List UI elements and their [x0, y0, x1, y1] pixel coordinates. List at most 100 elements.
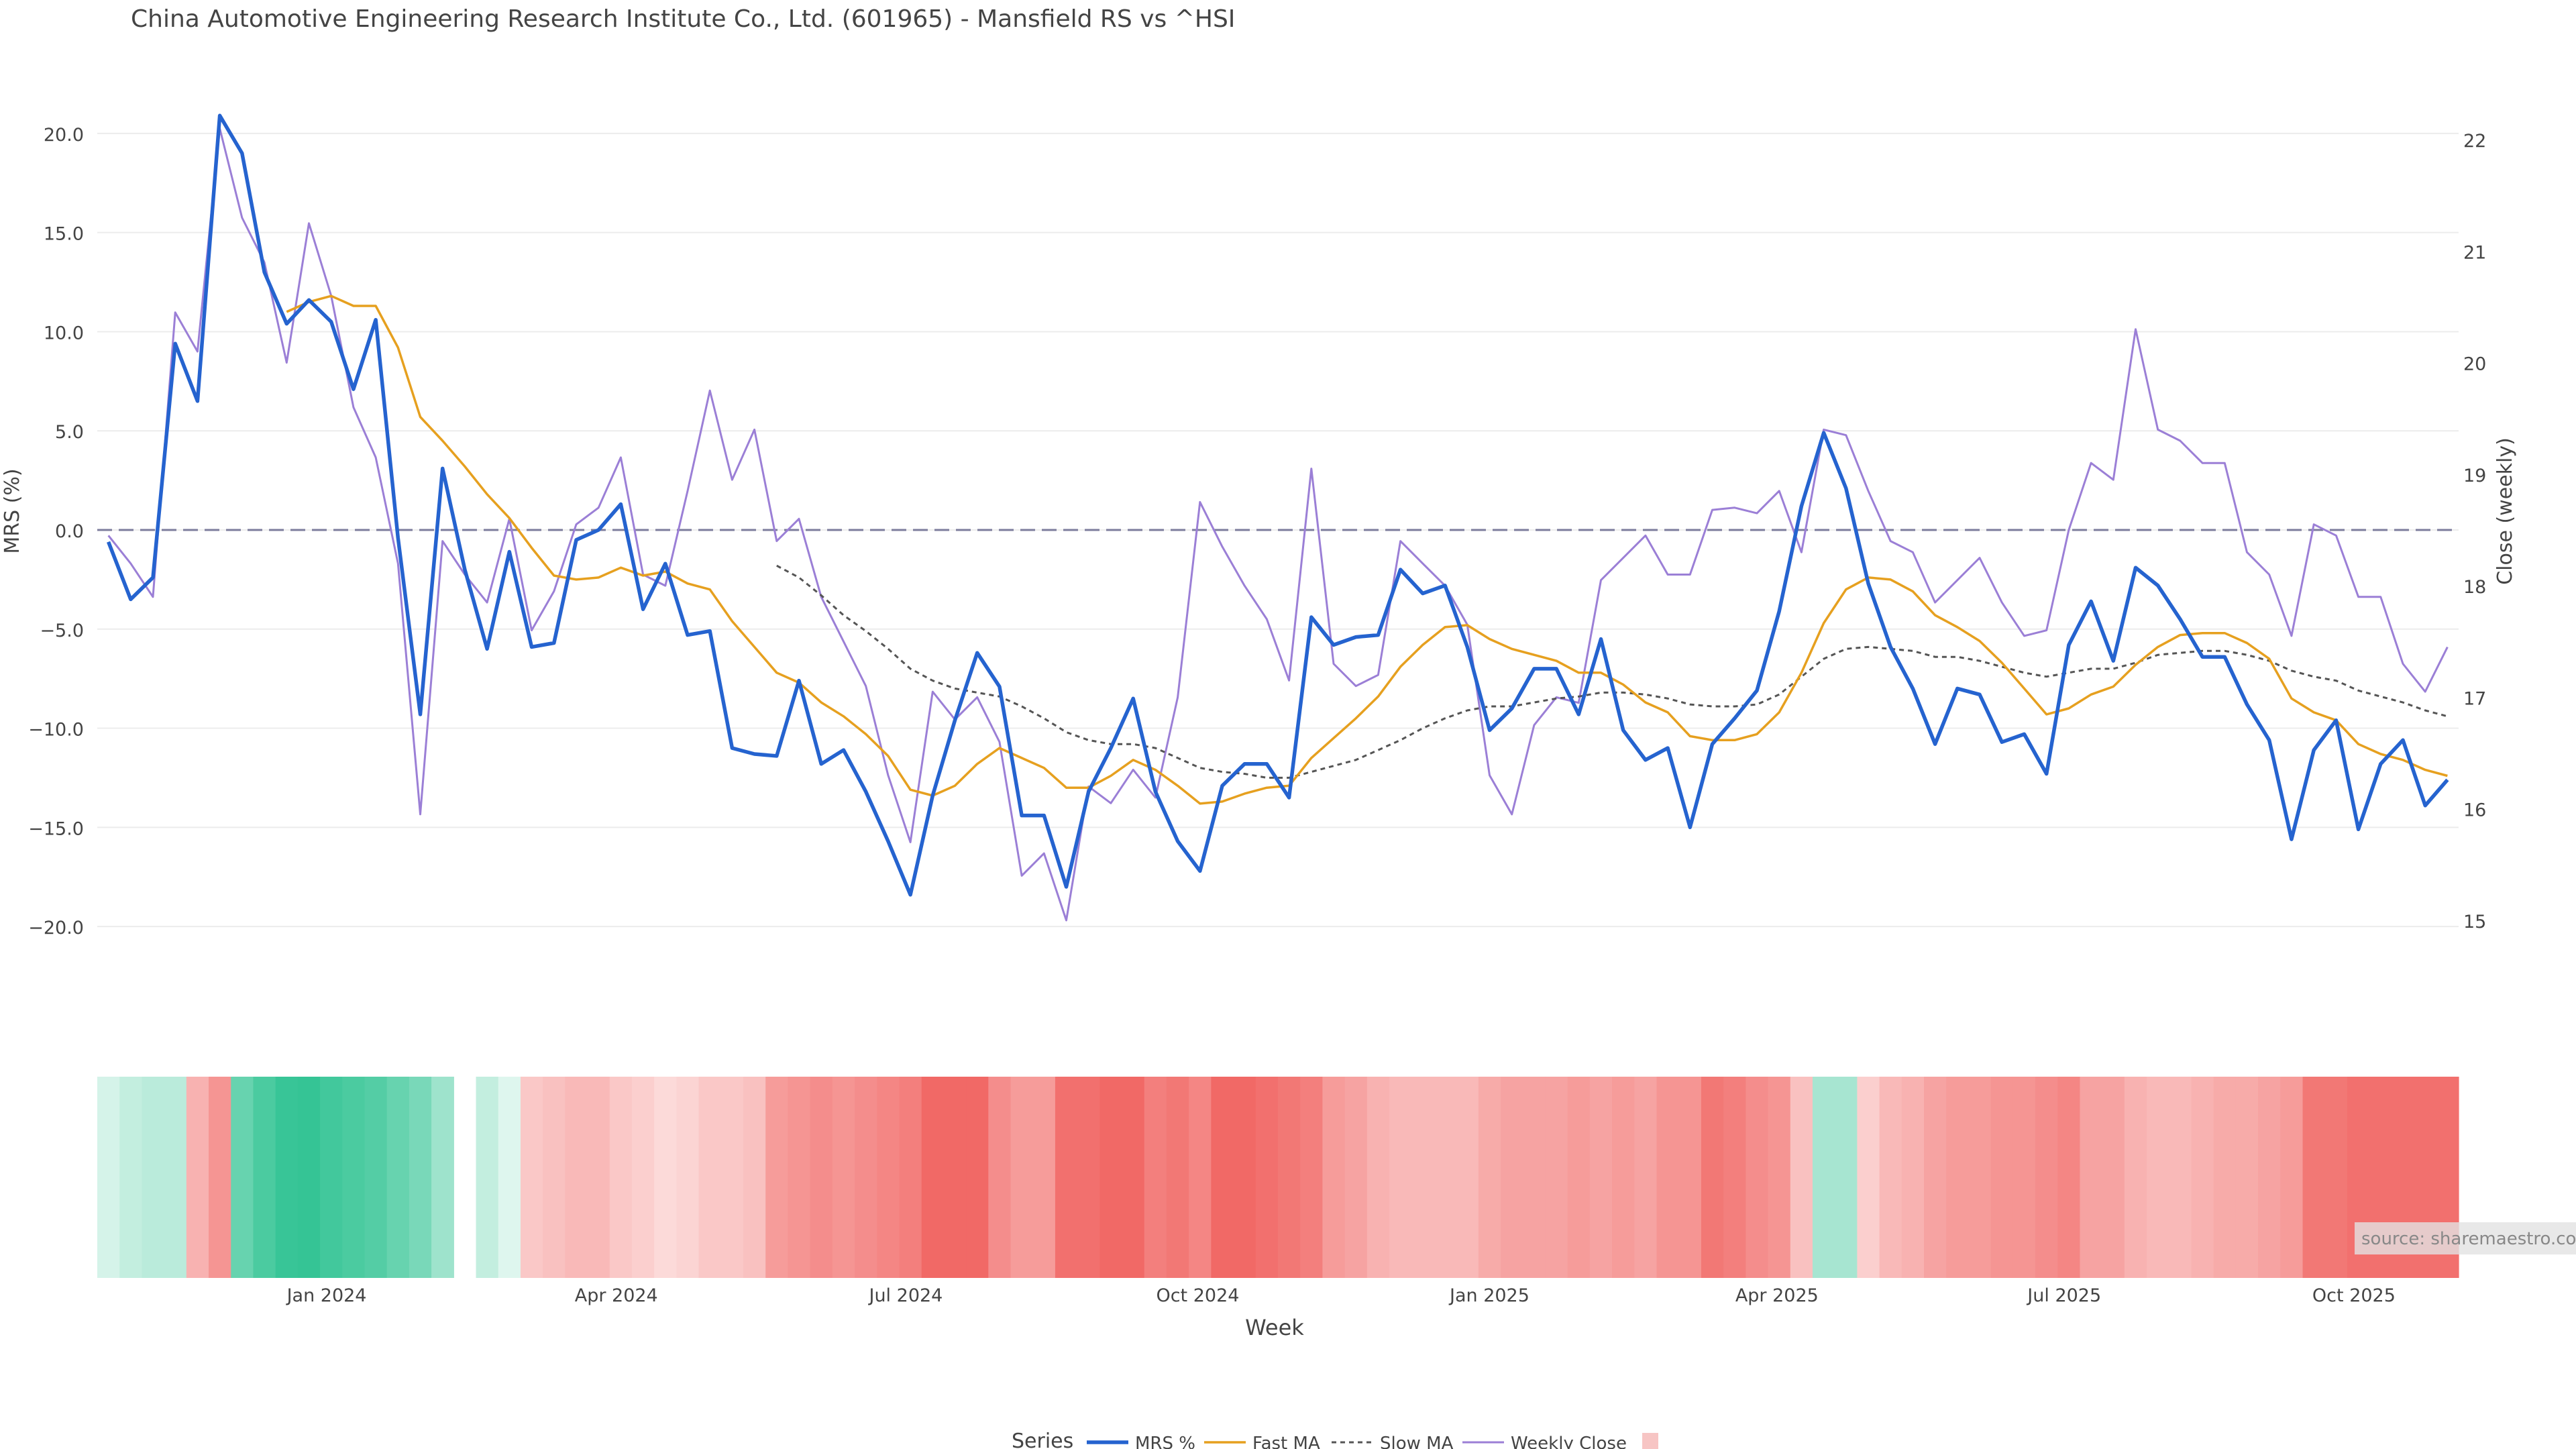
right-axis-title: Close (weekly) [2493, 437, 2517, 585]
left-tick-label: 10.0 [44, 323, 84, 343]
strip-cell [1634, 1077, 1658, 1278]
strip-cell [1255, 1077, 1279, 1278]
strip-cell [609, 1077, 633, 1278]
strip-cell [1812, 1077, 1835, 1278]
strip-cell [1456, 1077, 1479, 1278]
strip-cell [97, 1077, 120, 1278]
chart-title: China Automotive Engineering Research In… [131, 5, 1235, 33]
strip-cell [386, 1077, 410, 1278]
x-tick-label: Jul 2025 [2026, 1285, 2101, 1306]
strip-cell [1656, 1077, 1680, 1278]
left-tick-label: 0.0 [55, 521, 84, 542]
strip-cell [2057, 1077, 2081, 1278]
strip-cell [1924, 1077, 1947, 1278]
legend-label-mrs: MRS % [1135, 1434, 1195, 1449]
strip-cell [743, 1077, 766, 1278]
strip-cell [342, 1077, 366, 1278]
series-line-fast [286, 294, 2448, 805]
strip-cell [2258, 1077, 2281, 1278]
strip-cell [253, 1077, 276, 1278]
strip-cell [788, 1077, 811, 1278]
strip-cell [2280, 1077, 2304, 1278]
strip-cell [431, 1077, 454, 1278]
strip-cell [1055, 1077, 1078, 1278]
legend-swatch-strip [1642, 1433, 1658, 1449]
x-tick-label: Apr 2024 [575, 1285, 658, 1306]
strip-cell [2324, 1077, 2348, 1278]
strip-cell [1300, 1077, 1324, 1278]
strip-cell [1746, 1077, 1769, 1278]
strip-cell [2302, 1077, 2326, 1278]
strip-cell [297, 1077, 321, 1278]
strip-cell [1122, 1077, 1145, 1278]
strip-cell [654, 1077, 677, 1278]
strip-cell [1990, 1077, 2014, 1278]
strip-cell [1099, 1077, 1123, 1278]
left-tick-label: 20.0 [44, 125, 84, 146]
strip-cell [1189, 1077, 1212, 1278]
strip-cell [2124, 1077, 2147, 1278]
strip-cell [1723, 1077, 1746, 1278]
strip-cell [1857, 1077, 1880, 1278]
watermark-text: source: sharemaestro.com [2361, 1229, 2576, 1249]
strip-cell [209, 1077, 231, 1278]
strip-cell [988, 1077, 1012, 1278]
strip-cell [921, 1077, 945, 1278]
strip-cell [320, 1077, 343, 1278]
series-line-slow [776, 564, 2448, 779]
right-axis-ticks: 22 21 20 19 18 17 16 15 [2463, 131, 2486, 932]
strip-cell [364, 1077, 388, 1278]
strip-cell [1211, 1077, 1234, 1278]
strip-cell [1322, 1077, 1346, 1278]
left-axis-ticks: 20.0 15.0 10.0 5.0 0.0 −5.0 −10.0 −15.0 −20.0 [28, 125, 84, 938]
strip-cell [2102, 1077, 2125, 1278]
x-tick-label: Oct 2025 [2312, 1285, 2396, 1306]
strip-cell [142, 1077, 165, 1278]
strip-cell [1366, 1077, 1390, 1278]
left-tick-label: 15.0 [44, 224, 84, 245]
strip-cell [2169, 1077, 2192, 1278]
left-tick-label: −10.0 [28, 720, 84, 741]
strip-cell [543, 1077, 566, 1278]
strip-cell [1701, 1077, 1724, 1278]
gridlines [97, 132, 2459, 928]
legend-title: Series [1012, 1430, 1073, 1449]
strip-cell [520, 1077, 543, 1278]
strip-cell [2012, 1077, 2036, 1278]
strip-cell [1434, 1077, 1457, 1278]
strip-cell [899, 1077, 922, 1278]
strip-cell [1233, 1077, 1256, 1278]
strip-cell [1678, 1077, 1702, 1278]
x-tick-label: Jan 2025 [1448, 1285, 1529, 1306]
strip-cell [2191, 1077, 2214, 1278]
strip-cell [1032, 1077, 1056, 1278]
strip-cell [565, 1077, 588, 1278]
strip-cell [676, 1077, 700, 1278]
series-lines [107, 113, 2449, 922]
strip-cell [720, 1077, 744, 1278]
strip-cell [810, 1077, 833, 1278]
legend-label-close: Weekly Close [1511, 1434, 1627, 1449]
right-tick-label: 20 [2463, 354, 2486, 375]
strip-cell [186, 1077, 209, 1278]
strip-cell [631, 1077, 655, 1278]
strip-cell [2213, 1077, 2237, 1278]
x-axis-title: Week [1245, 1315, 1304, 1340]
regime-heat-strip [97, 1077, 2459, 1278]
x-tick-label: Jan 2024 [286, 1285, 367, 1306]
strip-cell [2035, 1077, 2058, 1278]
x-tick-label: Jul 2024 [867, 1285, 943, 1306]
strip-cell [231, 1077, 254, 1278]
strip-cell [877, 1077, 900, 1278]
legend-label-fast: Fast MA [1252, 1434, 1320, 1449]
x-axis-ticks: Jan 2024 Apr 2024 Jul 2024 Oct 2024 Jan 2025… [286, 1285, 2396, 1306]
strip-cell [1411, 1077, 1435, 1278]
watermark-box [2355, 1222, 2576, 1254]
left-tick-label: −20.0 [28, 918, 84, 938]
strip-cell [1567, 1077, 1591, 1278]
strip-cell [1478, 1077, 1501, 1278]
series-line-close [107, 127, 2449, 922]
strip-cell [832, 1077, 855, 1278]
legend-label-slow: Slow MA [1380, 1434, 1454, 1449]
left-axis-title: MRS (%) [1, 468, 24, 553]
